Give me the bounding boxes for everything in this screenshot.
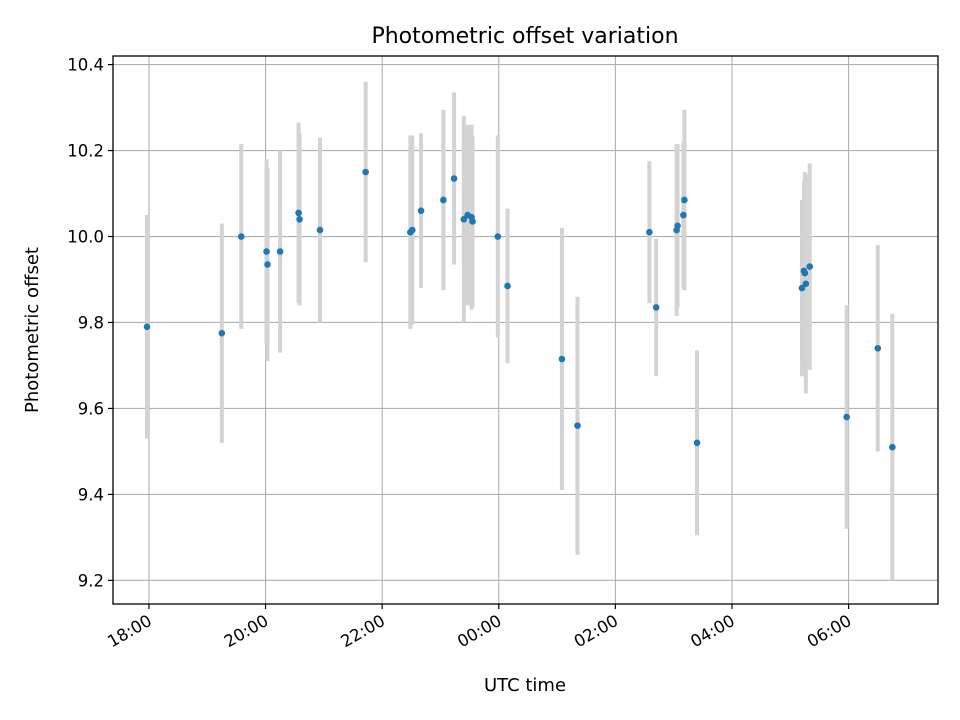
y-axis-ticks: 9.2 9.4 9.6 9.8 10.0 10.2 10.4 xyxy=(67,56,113,590)
data-point xyxy=(316,226,324,234)
y-tick-label: 10.2 xyxy=(67,142,104,161)
data-point xyxy=(693,439,701,447)
y-axis-label: Photometric offset xyxy=(22,247,43,413)
y-tick-label: 10.4 xyxy=(67,56,104,75)
data-point xyxy=(874,344,882,352)
data-point xyxy=(494,233,502,240)
data-point xyxy=(802,280,810,288)
data-point xyxy=(362,168,369,176)
x-tick-label: 04:00 xyxy=(687,611,738,651)
data-point xyxy=(263,248,270,255)
data-point xyxy=(408,226,416,234)
data-point xyxy=(450,175,458,182)
data-point xyxy=(296,216,303,223)
data-point xyxy=(558,355,566,363)
data-point xyxy=(143,323,151,331)
data-point xyxy=(889,443,896,451)
data-point xyxy=(264,261,271,268)
y-tick-label: 9.2 xyxy=(78,571,104,590)
data-point xyxy=(417,207,425,215)
grid xyxy=(113,56,938,604)
data-point xyxy=(574,422,581,429)
data-point xyxy=(469,218,476,225)
y-tick-label: 9.8 xyxy=(78,313,104,332)
data-point xyxy=(680,211,687,219)
plot-frame xyxy=(112,55,939,605)
x-tick-label: 18:00 xyxy=(104,611,155,651)
data-point xyxy=(276,248,284,255)
data-point xyxy=(295,209,302,217)
x-tick-label: 02:00 xyxy=(571,611,622,651)
data-point xyxy=(681,196,688,204)
data-point xyxy=(460,216,468,223)
data-point xyxy=(806,263,814,270)
x-tick-label: 06:00 xyxy=(804,611,855,651)
data-point xyxy=(218,329,226,337)
x-axis-ticks: 18:00 20:00 22:00 00:00 02:00 04:00 06:00 xyxy=(104,604,855,651)
y-tick-label: 10.0 xyxy=(67,228,104,247)
data-point xyxy=(652,304,660,311)
data-point xyxy=(798,284,806,292)
y-tick-label: 9.6 xyxy=(78,399,104,418)
data-point xyxy=(674,222,681,230)
chart-title: Photometric offset variation xyxy=(371,24,678,49)
y-tick-label: 9.4 xyxy=(78,485,104,504)
x-tick-label: 00:00 xyxy=(454,611,505,651)
data-point xyxy=(237,233,245,240)
x-tick-label: 20:00 xyxy=(221,611,272,651)
data-point xyxy=(646,228,653,236)
data-point xyxy=(843,413,850,421)
data-point xyxy=(440,196,447,204)
x-axis-label: UTC time xyxy=(484,675,566,696)
x-tick-label: 22:00 xyxy=(337,611,388,651)
error-bars xyxy=(145,81,895,581)
data-point xyxy=(801,269,809,277)
data-points xyxy=(143,168,896,451)
data-point xyxy=(504,282,511,290)
